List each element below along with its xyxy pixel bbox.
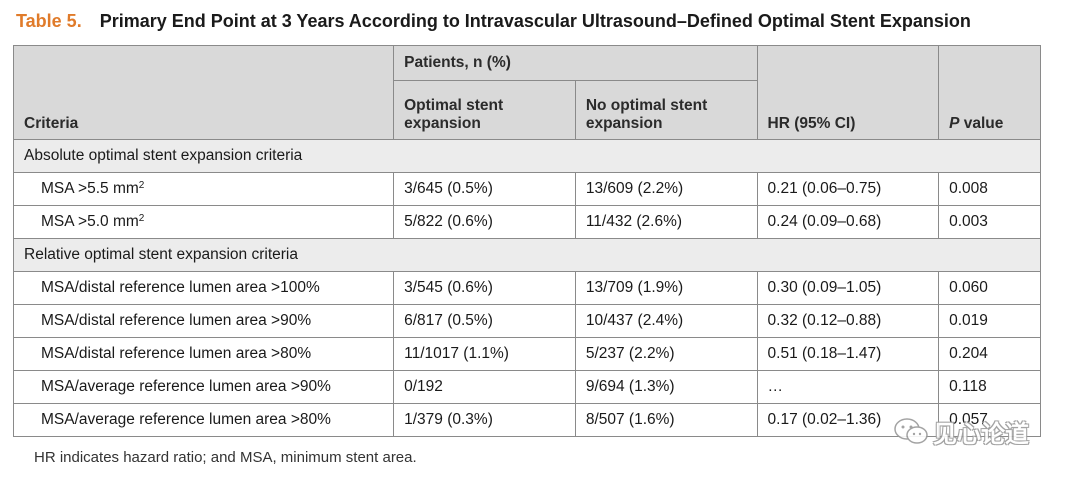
table-row: MSA/distal reference lumen area >100% 3/5… [12,271,1041,305]
cell-p-value: 0.204 [938,337,1041,371]
table-row: MSA >5.0 mm2 5/822 (0.6%) 11/432 (2.6%) 0.2… [12,205,1041,239]
cell-criteria: MSA >5.0 mm2 [12,205,395,239]
cell-p-value: 0.003 [938,205,1041,239]
results-table: Criteria Patients, n (%) HR (95% CI) P v… [12,45,1041,437]
footnote: HR indicates hazard ratio; and MSA, mini… [34,449,417,466]
cell-p-value: 0.060 [938,271,1041,305]
header-p-value: P value [938,45,1041,140]
cell-p-value: 0.057 [938,403,1041,437]
cell-no-optimal: 13/709 (1.9%) [574,271,758,305]
header-no-optimal: No optimal stent expansion [574,80,758,140]
table-row: MSA >5.5 mm2 3/645 (0.5%) 13/609 (2.2%) 0.2… [12,172,1041,206]
cell-criteria: MSA/distal reference lumen area >100% [12,271,395,305]
cell-no-optimal: 9/694 (1.3%) [574,370,758,404]
unit-superscript: 2 [138,213,145,224]
table-title: Table 5. Primary End Point at 3 Years Acc… [16,11,971,32]
cell-p-value: 0.019 [938,304,1041,338]
cell-optimal: 1/379 (0.3%) [393,403,576,437]
cell-no-optimal: 5/237 (2.2%) [574,337,758,371]
criteria-text: MSA >5.0 mm [41,213,139,230]
cell-optimal: 3/545 (0.6%) [393,271,576,305]
cell-criteria: MSA >5.5 mm2 [12,172,395,206]
header-criteria: Criteria [12,45,395,140]
table-row: MSA/average reference lumen area >90% 0/1… [12,370,1041,404]
cell-hr: … [756,370,940,404]
section-row: Relative optimal stent expansion criteri… [13,238,1041,272]
cell-hr: 0.24 (0.09–0.68) [756,205,940,239]
cell-optimal: 6/817 (0.5%) [393,304,576,338]
cell-no-optimal: 8/507 (1.6%) [574,403,758,437]
table-body: Absolute optimal stent expansion criteri… [12,139,1041,437]
section-label: Absolute optimal stent expansion criteri… [13,139,1041,173]
table-number: Table 5. [16,11,82,31]
table-row: MSA/average reference lumen area >80% 1/3… [12,403,1041,437]
table-row: MSA/distal reference lumen area >80% 11/1… [12,337,1041,371]
header-optimal: Optimal stent expansion [393,80,576,140]
header-patients: Patients, n (%) [393,45,758,81]
cell-optimal: 11/1017 (1.1%) [393,337,576,371]
cell-optimal: 0/192 [393,370,576,404]
header-p-rest: value [959,115,1004,132]
criteria-text: MSA >5.5 mm [41,180,139,197]
header-p-italic: P [949,115,960,132]
cell-criteria: MSA/distal reference lumen area >90% [12,304,395,338]
cell-optimal: 5/822 (0.6%) [393,205,576,239]
wechat-logo-icon [893,417,929,447]
criteria-text: MSA/distal reference lumen area >80% [41,345,312,362]
watermark-text: 见心论道 [933,421,1029,448]
cell-criteria: MSA/distal reference lumen area >80% [12,337,395,371]
criteria-text: MSA/average reference lumen area >80% [41,411,331,428]
watermark: 见心论道 [893,414,1029,449]
cell-hr: 0.51 (0.18–1.47) [756,337,940,371]
table-title-text: Primary End Point at 3 Years According t… [99,11,971,31]
cell-criteria: MSA/average reference lumen area >90% [12,370,395,404]
criteria-text: MSA/distal reference lumen area >90% [41,312,312,329]
cell-criteria: MSA/average reference lumen area >80% [12,403,395,437]
cell-no-optimal: 11/432 (2.6%) [574,205,758,239]
unit-superscript: 2 [138,180,145,191]
cell-hr: 0.30 (0.09–1.05) [756,271,940,305]
cell-no-optimal: 13/609 (2.2%) [574,172,758,206]
cell-optimal: 3/645 (0.5%) [393,172,576,206]
section-row: Absolute optimal stent expansion criteri… [13,139,1041,173]
cell-p-value: 0.118 [938,370,1041,404]
cell-hr: 0.32 (0.12–0.88) [756,304,940,338]
cell-no-optimal: 10/437 (2.4%) [574,304,758,338]
cell-hr: 0.21 (0.06–0.75) [756,172,940,206]
criteria-text: MSA/average reference lumen area >90% [41,378,331,395]
criteria-text: MSA/distal reference lumen area >100% [41,279,320,296]
table-row: MSA/distal reference lumen area >90% 6/81… [12,304,1041,338]
cell-p-value: 0.008 [938,172,1041,206]
header-hr: HR (95% CI) [756,45,940,140]
section-label: Relative optimal stent expansion criteri… [13,238,1041,272]
